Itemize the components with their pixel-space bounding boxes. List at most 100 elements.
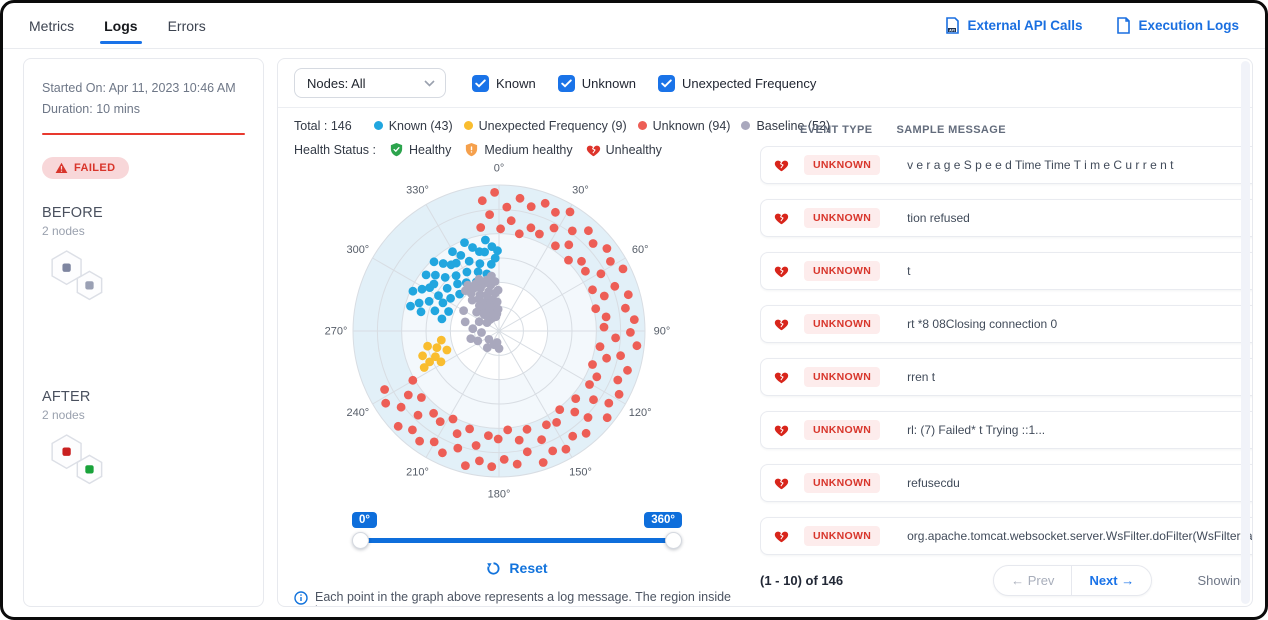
events-list: UNKNOWN v e r a g e S p e e d Time Time T… — [760, 146, 1253, 563]
event-row: UNKNOWN org.apache.tomcat.websocket.serve… — [760, 517, 1253, 555]
reset-button[interactable]: Reset — [294, 560, 740, 576]
sample-message: rl: (7) Failed* t Trying ::1... — [907, 423, 1046, 437]
event-row: UNKNOWN rren t — [760, 358, 1252, 396]
pagination-range: (1 - 10) of 146 — [760, 573, 844, 588]
slider-handle-min[interactable] — [352, 532, 369, 549]
legend-dot-icon — [637, 121, 647, 130]
tab-bar: Metrics Logs Errors — [29, 3, 206, 48]
svg-text:60°: 60° — [632, 244, 649, 256]
sample-message: org.apache.tomcat.websocket.server.WsFil… — [907, 529, 1253, 543]
health-legend-item: Medium healthy — [464, 142, 573, 157]
slider-min-badge: 0° — [352, 512, 377, 528]
chart-info-note: Each point in the graph above represents… — [294, 590, 740, 606]
svg-text:300°: 300° — [346, 244, 369, 256]
svg-text:330°: 330° — [406, 184, 429, 196]
broken-heart-icon — [774, 370, 789, 384]
event-type-badge: UNKNOWN — [804, 473, 881, 493]
broken-heart-icon — [586, 143, 601, 157]
tab-errors[interactable]: Errors — [167, 17, 206, 34]
svg-text:270°: 270° — [325, 326, 348, 338]
polar-scatter-chart: 0° 30° 60° 90° 120° 150° 180° 210° 240° 270° 300° 3… — [294, 163, 740, 508]
tab-logs[interactable]: Logs — [100, 3, 143, 48]
nodes-select[interactable]: Nodes: All — [294, 68, 446, 98]
event-type-badge: UNKNOWN — [804, 367, 881, 387]
health-status-label: Health Status : — [294, 142, 376, 157]
svg-text:30°: 30° — [572, 184, 589, 196]
checkbox-checked-icon — [472, 74, 489, 92]
sample-message: v e r a g e S p e e d Time Time T i m e … — [907, 158, 1174, 172]
legend-item: Unexpected Frequency (9) — [463, 119, 627, 133]
event-type-badge: UNKNOWN — [804, 261, 881, 281]
broken-heart-icon — [774, 476, 789, 490]
reset-icon — [486, 561, 501, 576]
chevron-down-icon — [424, 79, 435, 87]
event-row: UNKNOWN rl: (7) Failed* t Trying ::1... — [760, 411, 1252, 449]
api-document-icon: API — [944, 17, 960, 34]
checkbox-unknown[interactable]: Unknown — [557, 74, 636, 92]
events-column: EVENT TYPE SAMPLE MESSAGE UNKNOWN v e r a… — [746, 108, 1253, 606]
sample-message: tion refused — [907, 211, 970, 225]
event-type-badge: UNKNOWN — [804, 314, 881, 334]
slider-track[interactable] — [360, 538, 674, 543]
health-legend-item: Unhealthy — [586, 143, 662, 157]
tab-metrics[interactable]: Metrics — [29, 17, 75, 34]
checkbox-known[interactable]: Known — [472, 74, 536, 92]
pagination-bar: (1 - 10) of 146 ← Prev Next → Showing 10… — [760, 565, 1252, 596]
event-type-badge: UNKNOWN — [804, 208, 881, 228]
svg-text:0°: 0° — [494, 163, 505, 175]
next-page-button[interactable]: Next → — [1071, 566, 1151, 595]
panel-scrollbar[interactable] — [1241, 61, 1250, 604]
started-on-text: Started On: Apr 11, 2023 10:46 AM — [42, 81, 236, 95]
header: Metrics Logs Errors API External API Cal… — [3, 3, 1265, 49]
pagination-buttons: ← Prev Next → — [993, 565, 1153, 596]
warning-triangle-icon — [55, 162, 68, 174]
legend-dot-icon — [741, 121, 751, 130]
logs-panel: Nodes: All Known Unknown Unexpected Freque… — [277, 58, 1253, 607]
event-row: UNKNOWN tion refused — [760, 199, 1252, 237]
shield-check-icon — [389, 142, 404, 157]
sample-message: rren t — [907, 370, 936, 384]
per-page-label: Showing 10 per page — [1197, 573, 1252, 588]
slider-max-badge: 360° — [644, 512, 682, 528]
series-legend: Total : 146 Known (43) Unexpected Frequen… — [294, 118, 830, 133]
health-legend-item: Healthy — [389, 142, 451, 157]
sample-message: t — [907, 264, 911, 278]
column-event-type: EVENT TYPE — [800, 124, 873, 136]
column-sample-message: SAMPLE MESSAGE — [896, 124, 1006, 136]
broken-heart-icon — [774, 264, 789, 278]
after-node-count: 2 nodes — [42, 408, 85, 423]
duration-text: Duration: 10 mins — [42, 102, 140, 117]
legend-item: Unknown (94) — [637, 119, 730, 133]
legend-item: Baseline (52) — [741, 119, 830, 133]
svg-text:120°: 120° — [629, 407, 652, 419]
sample-message: refusecdu — [907, 476, 960, 490]
after-title: AFTER — [42, 389, 91, 406]
event-type-badge: UNKNOWN — [804, 155, 881, 175]
total-count-label: Total : 146 — [294, 118, 352, 133]
legend-item: Known (43) — [373, 119, 453, 133]
event-row: UNKNOWN refusecdu — [760, 464, 1252, 502]
event-row: UNKNOWN t — [760, 252, 1252, 290]
svg-text:90°: 90° — [654, 326, 671, 338]
broken-heart-icon — [774, 158, 789, 172]
event-row: UNKNOWN rt *8 08Closing connection 0 — [760, 305, 1252, 343]
checkbox-checked-icon — [557, 74, 575, 92]
run-summary-panel: Started On: Apr 11, 2023 10:46 AM Durati… — [23, 58, 264, 607]
checkbox-unexpected-frequency[interactable]: Unexpected Frequency — [657, 74, 816, 92]
after-nodes[interactable] — [42, 434, 245, 491]
svg-text:API: API — [950, 28, 956, 32]
broken-heart-icon — [774, 317, 789, 331]
status-badge: FAILED — [42, 157, 129, 180]
before-nodes[interactable] — [42, 250, 245, 307]
execution-logs-link[interactable]: Execution Logs — [1116, 17, 1239, 34]
svg-text:180°: 180° — [488, 489, 511, 501]
external-api-calls-link[interactable]: API External API Calls — [944, 17, 1082, 34]
slider-handle-max[interactable] — [665, 532, 682, 549]
filter-bar: Nodes: All Known Unknown Unexpected Freque… — [278, 59, 1252, 108]
prev-page-button[interactable]: ← Prev — [1011, 573, 1055, 588]
svg-text:210°: 210° — [406, 467, 429, 479]
shield-alert-icon — [464, 142, 479, 157]
before-title: BEFORE — [42, 205, 103, 222]
health-status-legend: Health Status : Healthy Medium healthy Unh… — [294, 142, 740, 157]
